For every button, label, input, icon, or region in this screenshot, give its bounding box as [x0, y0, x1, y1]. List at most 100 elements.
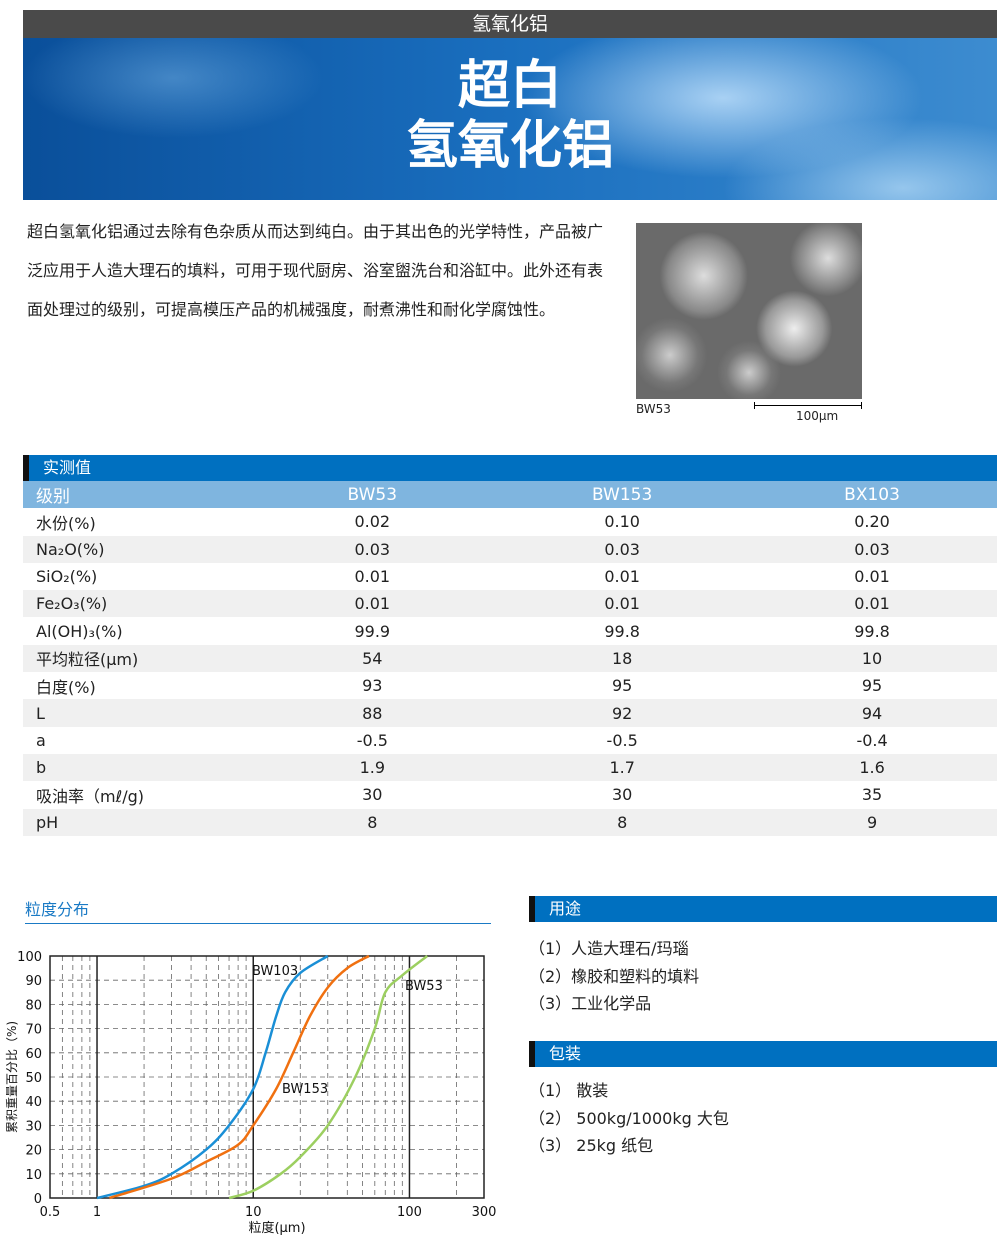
- x-tick-label: 10: [245, 1205, 262, 1220]
- row-label: 白度(%): [36, 677, 96, 697]
- table-cell: 0.01: [497, 590, 748, 618]
- x-tick-label: 300: [472, 1205, 497, 1220]
- series-label: BW103: [252, 964, 298, 979]
- table-cell: 1.7: [497, 753, 748, 782]
- list-item: （3） 25kg 纸包: [529, 1136, 654, 1155]
- table-cell: 0.03: [747, 535, 997, 563]
- table-cell: 8: [497, 808, 748, 836]
- table-row: a -0.5 -0.5 -0.4: [23, 727, 997, 754]
- packing-list: （1） 散装 （2） 500kg/1000kg 大包 （3） 25kg 纸包: [529, 1077, 729, 1160]
- table-cell: -0.5: [606, 730, 638, 750]
- section-measured: 实测值: [23, 455, 997, 481]
- row-label: a: [36, 730, 46, 750]
- section-uses: 用途: [529, 896, 997, 922]
- table-row: 吸油率（mℓ/g) 30 30 35: [23, 781, 997, 808]
- spec-table: 级别 BW53 BW153 BX103 水份(%) 0.02 0.10 0.20 Na₂O(%)…: [23, 481, 997, 836]
- table-cell: 8: [247, 808, 498, 836]
- table-cell: BX103: [747, 481, 997, 509]
- table-cell: BW153: [497, 481, 748, 509]
- table-cell: 0.03: [247, 535, 498, 563]
- title-line-1: 超白: [457, 56, 562, 116]
- scale-label: 100μm: [796, 409, 839, 423]
- table-cell: 54: [247, 644, 498, 673]
- row-label: 水份(%): [36, 513, 96, 533]
- table-cell: 0.03: [497, 535, 748, 563]
- uses-list: （1）人造大理石/玛瑙 （2）橡胶和塑料的填料 （3）工业化学品: [529, 935, 699, 1018]
- series-line-bw103: [96, 954, 329, 1200]
- y-tick-label: 0: [34, 1192, 42, 1207]
- table-row: b 1.9 1.7 1.6: [23, 753, 997, 782]
- y-tick-label: 90: [25, 974, 42, 989]
- row-label: L: [23, 699, 248, 727]
- y-axis-label: 累积重量百分比（%): [5, 1021, 19, 1133]
- row-label: SiO₂(%): [36, 567, 98, 587]
- list-item: （1） 散装: [529, 1081, 609, 1100]
- table-cell: 99.8: [854, 621, 890, 641]
- row-label: 级别: [23, 481, 248, 509]
- row-label: Al(OH)₃(%): [36, 621, 123, 641]
- intro-text: 超白氢氧化铝通过去除有色杂质从而达到纯白。由于其出色的光学特性，产品被广泛应用于…: [27, 222, 604, 319]
- table-row: 水份(%) 0.02 0.10 0.20: [23, 508, 997, 535]
- series-label: BW153: [282, 1082, 328, 1097]
- table-cell: 35: [861, 785, 883, 805]
- table-header-row: 级别 BW53 BW153 BX103: [23, 481, 997, 509]
- table-row: Al(OH)₃(%) 99.9 99.8 99.8: [23, 617, 997, 644]
- table-cell: 99.8: [604, 621, 640, 641]
- plot-frame: [49, 955, 485, 1199]
- scale-bar: [754, 402, 862, 409]
- row-label: Fe₂O₃(%): [23, 590, 248, 618]
- x-axis-label: 粒度(μm): [248, 1220, 305, 1236]
- y-tick-label: 80: [25, 998, 42, 1013]
- table-row: L 88 92 94: [23, 699, 997, 727]
- y-tick-label: 100: [17, 950, 42, 965]
- table-cell: 0.01: [604, 567, 640, 587]
- row-label: b: [23, 753, 248, 782]
- table-row: Na₂O(%) 0.03 0.03 0.03: [23, 535, 997, 563]
- x-tick-label: 0.5: [40, 1205, 61, 1220]
- row-label: Na₂O(%): [23, 535, 248, 563]
- x-tick-label: 1: [93, 1205, 101, 1220]
- series-label: BW53: [405, 979, 443, 994]
- top-title-bar: 氢氧化铝: [23, 10, 997, 38]
- y-tick-label: 40: [25, 1095, 42, 1110]
- y-tick-label: 30: [25, 1119, 42, 1134]
- y-tick-label: 20: [25, 1144, 42, 1159]
- y-tick-label: 50: [25, 1071, 42, 1086]
- table-cell: 1.6: [747, 753, 997, 782]
- table-cell: -0.5: [356, 730, 388, 750]
- row-label: 平均粒径(μm): [23, 644, 248, 673]
- series-line-bw153: [109, 954, 370, 1200]
- y-tick-label: 70: [25, 1023, 42, 1038]
- sem-image: [636, 223, 862, 399]
- table-cell: 10: [747, 644, 997, 673]
- table-cell: 95: [861, 676, 883, 696]
- section-packing: 包装: [529, 1041, 997, 1067]
- table-cell: 0.02: [354, 512, 391, 532]
- table-row: Fe₂O₃(%) 0.01 0.01 0.01: [23, 590, 997, 618]
- banner: 超白 氢氧化铝: [23, 38, 997, 200]
- list-item: （3）工业化学品: [529, 994, 652, 1013]
- table-cell: 30: [362, 785, 383, 805]
- table-cell: 30: [611, 785, 633, 805]
- image-label: BW53: [636, 402, 671, 416]
- y-tick-label: 10: [25, 1168, 42, 1183]
- table-cell: -0.4: [856, 730, 888, 750]
- table-cell: 92: [497, 699, 748, 727]
- y-tick-label: 60: [25, 1047, 42, 1062]
- table-row: pH 8 8 9: [23, 808, 997, 836]
- title-line-2: 氢氧化铝: [405, 116, 614, 176]
- table-cell: 88: [247, 699, 498, 727]
- row-label: 吸油率（mℓ/g): [36, 786, 144, 806]
- table-row: SiO₂(%) 0.01 0.01 0.01: [23, 563, 997, 590]
- table-cell: 0.20: [854, 512, 890, 532]
- table-row: 平均粒径(μm) 54 18 10: [23, 644, 997, 673]
- list-item: （1）人造大理石/玛瑙: [529, 939, 689, 958]
- table-cell: 0.01: [854, 567, 890, 587]
- x-tick-label: 100: [397, 1205, 422, 1220]
- chart-title: 粒度分布: [25, 896, 491, 924]
- table-cell: BW53: [247, 481, 498, 509]
- table-cell: 9: [747, 808, 997, 836]
- table-cell: 99.9: [354, 621, 391, 641]
- list-item: （2） 500kg/1000kg 大包: [529, 1108, 729, 1128]
- series-line-bw53: [228, 955, 429, 1200]
